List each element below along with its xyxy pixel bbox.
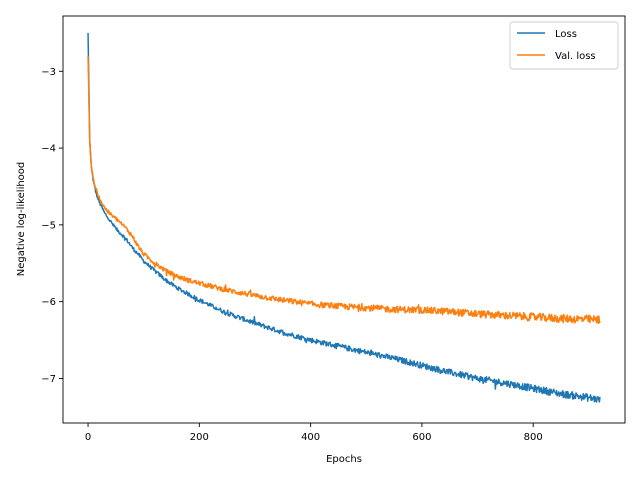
- x-tick-label: 200: [190, 432, 209, 443]
- legend-label-val-loss: Val. loss: [555, 51, 596, 62]
- y-tick-label: −7: [41, 374, 56, 385]
- plot-frame: [62, 15, 626, 424]
- x-axis-ticks: 0 200 400 600 800: [85, 423, 543, 443]
- x-tick-label: 400: [301, 432, 320, 443]
- x-tick-label: 600: [412, 432, 431, 443]
- y-axis-ticks: −7 −6 −5 −4 −3: [41, 67, 63, 385]
- series-line-val-loss: [87, 55, 601, 325]
- legend: Loss Val. loss: [509, 21, 619, 70]
- y-tick-label: −5: [41, 220, 56, 231]
- y-axis-label: Negative log-likelihood: [16, 162, 27, 277]
- x-tick-label: 800: [524, 432, 543, 443]
- legend-label-loss: Loss: [555, 29, 577, 40]
- series-line-loss: [87, 32, 601, 403]
- y-tick-label: −6: [41, 297, 56, 308]
- series-layer: [87, 32, 601, 403]
- y-tick-label: −4: [41, 144, 56, 155]
- x-axis-label: Epochs: [326, 454, 362, 465]
- y-tick-label: −3: [41, 67, 56, 78]
- x-tick-label: 0: [85, 432, 91, 443]
